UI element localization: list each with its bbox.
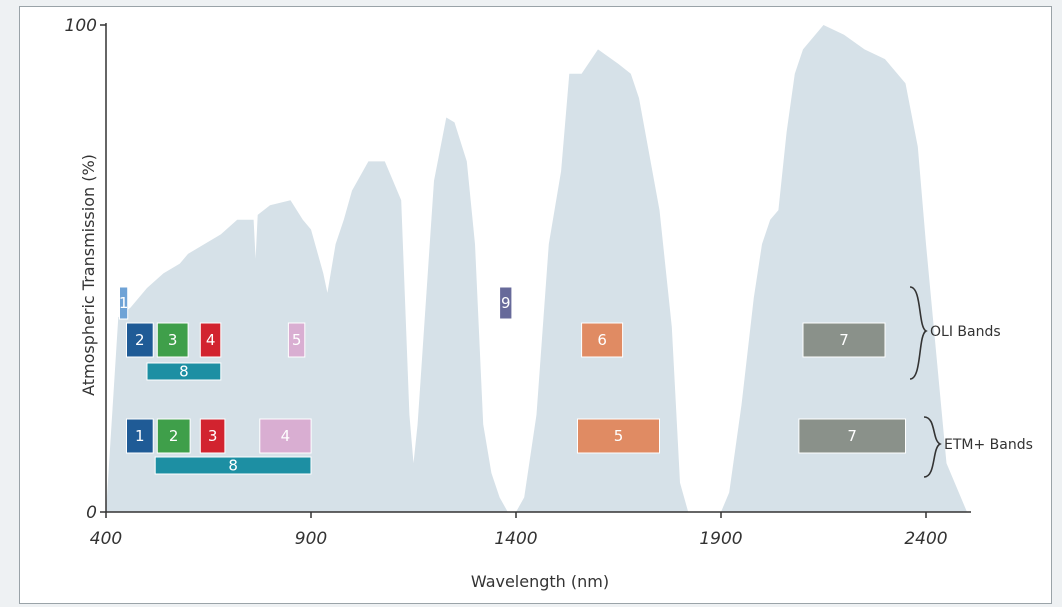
etm-band-2-label: 2 (169, 427, 179, 445)
oli-band-6-rect (581, 322, 624, 358)
oli-band-5-rect (287, 322, 306, 358)
oli-band-7-rect (802, 322, 886, 358)
etm-brace (923, 416, 942, 478)
etm-band-1-label: 1 (135, 427, 145, 445)
oli-group-label: OLI Bands (930, 324, 1001, 340)
y-tick-label: 100 (65, 16, 97, 36)
oli-band-3-rect (156, 322, 189, 358)
oli-band-2-label: 2 (135, 331, 145, 349)
oli-band-4-rect (199, 322, 222, 358)
etm-band-8-rect (154, 456, 312, 475)
y-tick-label: 0 (86, 503, 97, 523)
oli-band-8-label: 8 (179, 363, 189, 381)
oli-band-5-label: 5 (292, 331, 302, 349)
oli-brace (909, 286, 928, 380)
x-axis-title: Wavelength (nm) (471, 572, 609, 591)
oli-band-9-rect (499, 286, 513, 320)
etm-band-2-rect (156, 418, 191, 454)
oli-band-6-label: 6 (597, 331, 607, 349)
etm-band-3-rect (199, 418, 226, 454)
x-tick-label: 2400 (904, 529, 947, 549)
etm-band-1-rect (126, 418, 154, 454)
oli-band-4-label: 4 (206, 331, 216, 349)
etm-band-3-label: 3 (208, 427, 218, 445)
etm-band-7-rect (798, 418, 907, 454)
oli-band-1-rect (119, 286, 129, 320)
oli-band-3-label: 3 (168, 331, 178, 349)
chart-frame: 400 900 1400 1900 2400 0 100 1 2 3 4 5 6 7 8 9 1 2 3 4 5 7 8 O… (19, 6, 1052, 604)
x-tick-label: 400 (90, 529, 122, 549)
etm-group-label: ETM+ Bands (944, 437, 1033, 453)
oli-band-8-rect (146, 362, 222, 381)
etm-band-8-label: 8 (228, 457, 238, 475)
etm-band-4-label: 4 (281, 427, 291, 445)
etm-band-7-label: 7 (847, 427, 857, 445)
y-axis-title: Atmospheric Transmission (%) (79, 154, 98, 396)
transmission-chart: 400 900 1400 1900 2400 0 100 1 2 3 4 5 6 7 8 9 1 2 3 4 5 7 8 O… (65, 16, 1033, 591)
oli-band-7-label: 7 (839, 331, 849, 349)
etm-band-5-label: 5 (614, 427, 624, 445)
x-tick-label: 900 (295, 529, 327, 549)
oli-band-9-label: 9 (501, 294, 511, 312)
etm-band-5-rect (577, 418, 660, 454)
transmission-area (106, 25, 967, 512)
etm-band-4-rect (259, 418, 312, 454)
x-tick-label: 1900 (699, 529, 742, 549)
oli-band-1-label: 1 (119, 294, 129, 312)
x-tick-label: 1400 (494, 529, 537, 549)
oli-band-2-rect (126, 322, 154, 358)
